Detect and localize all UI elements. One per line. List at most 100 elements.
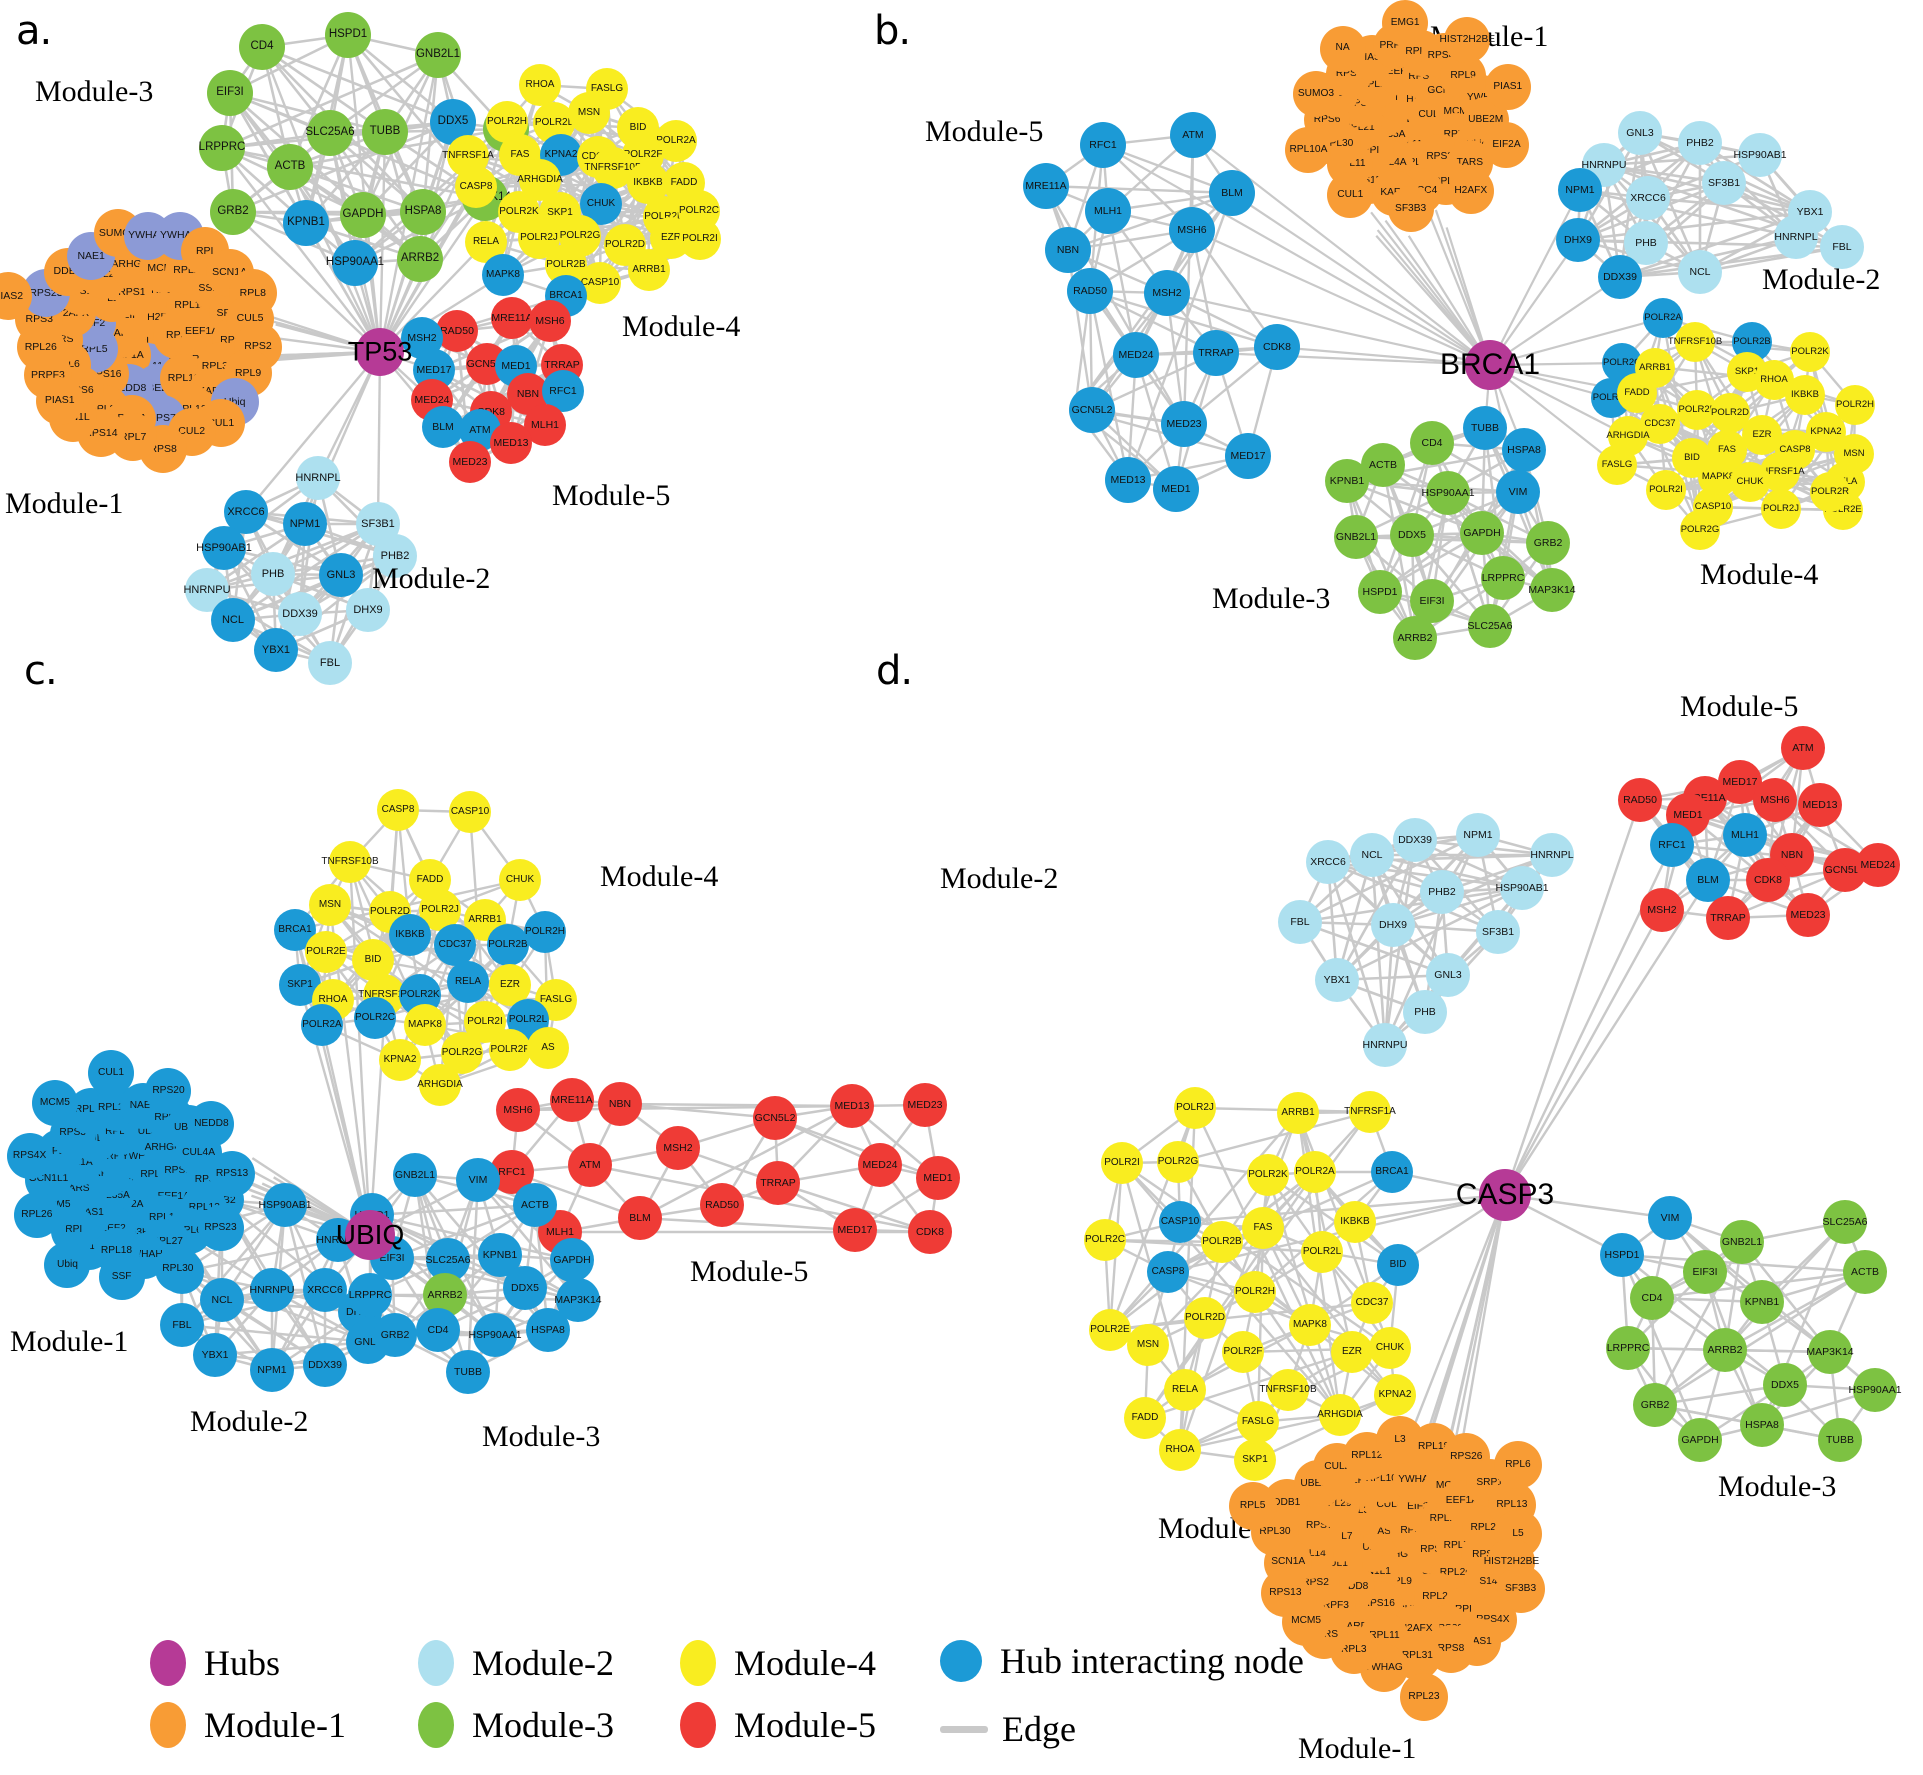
network-node[interactable]: XRCC6 <box>1306 840 1350 884</box>
network-node[interactable]: MSN <box>1127 1324 1169 1366</box>
network-node[interactable]: SKP1 <box>1234 1439 1276 1481</box>
network-node[interactable]: CASP10 <box>1159 1201 1201 1243</box>
hub-node-tp53[interactable]: TP53 <box>348 328 412 376</box>
network-node[interactable]: POLR2I <box>1646 470 1686 510</box>
network-node[interactable]: MRE11A <box>1023 163 1069 209</box>
network-node[interactable]: DDX5 <box>1390 513 1434 557</box>
network-node[interactable]: POLR2R <box>1810 472 1850 512</box>
network-node[interactable]: CD4 <box>1630 1276 1674 1320</box>
network-node[interactable]: RPS13 <box>209 1151 256 1198</box>
network-node[interactable]: HSPD1 <box>1358 570 1402 614</box>
network-node[interactable]: TNFRSF1A <box>1344 1091 1396 1133</box>
network-node[interactable]: RPS4X <box>6 1133 53 1180</box>
network-node[interactable]: TUBB <box>1818 1418 1862 1462</box>
network-node[interactable]: MAP3K14 <box>1528 568 1576 612</box>
network-node[interactable]: RFC1 <box>1080 122 1126 168</box>
network-node[interactable]: MCM5 <box>1282 1597 1331 1646</box>
network-node[interactable]: DDX39 <box>1598 255 1642 299</box>
network-node[interactable]: GNB2L1 <box>1334 515 1378 559</box>
network-node[interactable]: CD4 <box>1410 421 1454 465</box>
network-node[interactable]: RAD50 <box>1618 778 1662 822</box>
network-node[interactable]: SF3B3 <box>1387 186 1434 233</box>
network-node[interactable]: HSPA8 <box>1502 428 1546 472</box>
hub-node-brca1[interactable]: BRCA1 <box>1440 340 1540 390</box>
network-node[interactable]: MSH6 <box>1169 207 1215 253</box>
network-node[interactable]: NPM1 <box>250 1348 294 1392</box>
network-node[interactable]: VIM <box>1648 1196 1692 1240</box>
network-node[interactable]: TRRAP <box>1706 896 1750 940</box>
network-node[interactable]: POLR2H <box>1234 1271 1276 1313</box>
network-node[interactable]: BRCA1 <box>1371 1151 1413 1193</box>
network-node[interactable]: MED23 <box>1786 893 1830 937</box>
network-node[interactable]: ATM <box>1170 112 1216 158</box>
network-node[interactable]: POLR2I <box>1101 1142 1143 1184</box>
network-node[interactable]: CASP10 <box>449 791 491 833</box>
network-node[interactable]: POLR2A <box>1294 1151 1336 1193</box>
network-node[interactable]: DHX9 <box>1556 218 1600 262</box>
network-node[interactable]: HSP90AB1 <box>1495 866 1549 910</box>
network-node[interactable]: KPNB1 <box>1325 459 1369 503</box>
network-node[interactable]: MAP3K14 <box>1806 1330 1854 1374</box>
network-node[interactable]: CDK8 <box>1254 324 1300 370</box>
network-node[interactable]: MAPK8 <box>1289 1304 1331 1346</box>
network-node[interactable]: VIM <box>1496 470 1540 514</box>
network-node[interactable]: MCM5 <box>31 1079 78 1126</box>
network-node[interactable]: SSF <box>98 1254 145 1301</box>
network-node[interactable]: POLR2K <box>1247 1154 1289 1196</box>
network-node[interactable]: EZR <box>1331 1331 1373 1373</box>
network-node[interactable]: RAD50 <box>1067 268 1113 314</box>
network-node[interactable]: MSH2 <box>1640 888 1684 932</box>
network-node[interactable]: H2AFX <box>1447 167 1494 214</box>
network-node[interactable]: RFC1 <box>1650 823 1694 867</box>
network-node[interactable]: PIAS1 <box>35 376 84 425</box>
network-node[interactable]: POLR2E <box>1089 1309 1131 1351</box>
network-node[interactable]: CUL1 <box>88 1049 135 1096</box>
network-node[interactable]: TRRAP <box>1193 330 1239 376</box>
network-node[interactable]: GAPDH <box>1460 511 1504 555</box>
network-node[interactable]: LRPPRC <box>1606 1326 1650 1370</box>
network-node[interactable]: EMG1 <box>1382 0 1429 46</box>
network-node[interactable]: GNB2L1 <box>1720 1220 1764 1264</box>
network-node[interactable]: GAPDH <box>1678 1418 1722 1462</box>
network-node[interactable]: BLM <box>618 1196 662 1240</box>
network-node[interactable]: MLH1 <box>1723 813 1767 857</box>
network-node[interactable]: NBN <box>1045 227 1091 273</box>
network-node[interactable]: POLR2G <box>1157 1141 1199 1183</box>
network-node[interactable]: MSH6 <box>1753 778 1797 822</box>
network-node[interactable]: GRB2 <box>1526 521 1570 565</box>
network-node[interactable]: HNRNPL <box>1530 833 1574 877</box>
network-node[interactable]: CHUK <box>1369 1327 1411 1369</box>
network-node[interactable]: TNFRSF10B <box>1668 322 1722 362</box>
network-node[interactable]: MED24 <box>1856 843 1900 887</box>
network-node[interactable]: GRB2 <box>1633 1383 1677 1427</box>
network-node[interactable]: SLC25A6 <box>1823 1200 1867 1244</box>
network-node[interactable]: GCN5L2 <box>1069 387 1115 433</box>
network-node[interactable]: RPL5 <box>1228 1481 1277 1530</box>
network-node[interactable]: FBL <box>308 641 352 685</box>
network-node[interactable]: NCL <box>1678 250 1722 294</box>
network-node[interactable]: NA <box>1319 25 1366 72</box>
network-node[interactable]: PHB2 <box>1678 121 1722 165</box>
network-node[interactable]: CDK8 <box>1746 858 1790 902</box>
network-node[interactable]: GNL3 <box>1618 111 1662 155</box>
network-node[interactable]: SF3B1 <box>1702 161 1746 205</box>
network-node[interactable]: TNFRSF10B <box>1259 1369 1317 1411</box>
network-node[interactable]: ARRB1 <box>1277 1092 1319 1134</box>
network-node[interactable]: PHB2 <box>1420 870 1464 914</box>
network-node[interactable]: XRCC6 <box>1626 176 1670 220</box>
network-node[interactable]: SF3B1 <box>1476 910 1520 954</box>
network-node[interactable]: PHB <box>1403 990 1447 1034</box>
network-node[interactable]: RPL23 <box>1399 1672 1448 1721</box>
network-node[interactable]: POLR2F <box>1222 1331 1264 1373</box>
network-node[interactable]: BLM <box>1209 170 1255 216</box>
network-node[interactable]: MED23 <box>903 1083 947 1127</box>
network-node[interactable]: GRB2 <box>373 1313 417 1357</box>
network-node[interactable]: HSP90AB1 <box>1733 133 1787 177</box>
network-node[interactable]: IKBKB <box>389 914 431 956</box>
network-node[interactable]: FADD <box>1124 1397 1166 1439</box>
network-node[interactable]: DDX5 <box>1763 1363 1807 1407</box>
network-node[interactable]: RELA <box>1164 1369 1206 1411</box>
network-node[interactable]: YBX1 <box>1315 958 1359 1002</box>
network-node[interactable]: TUBB <box>1463 406 1507 450</box>
network-node[interactable]: POLR2K <box>1790 332 1830 372</box>
